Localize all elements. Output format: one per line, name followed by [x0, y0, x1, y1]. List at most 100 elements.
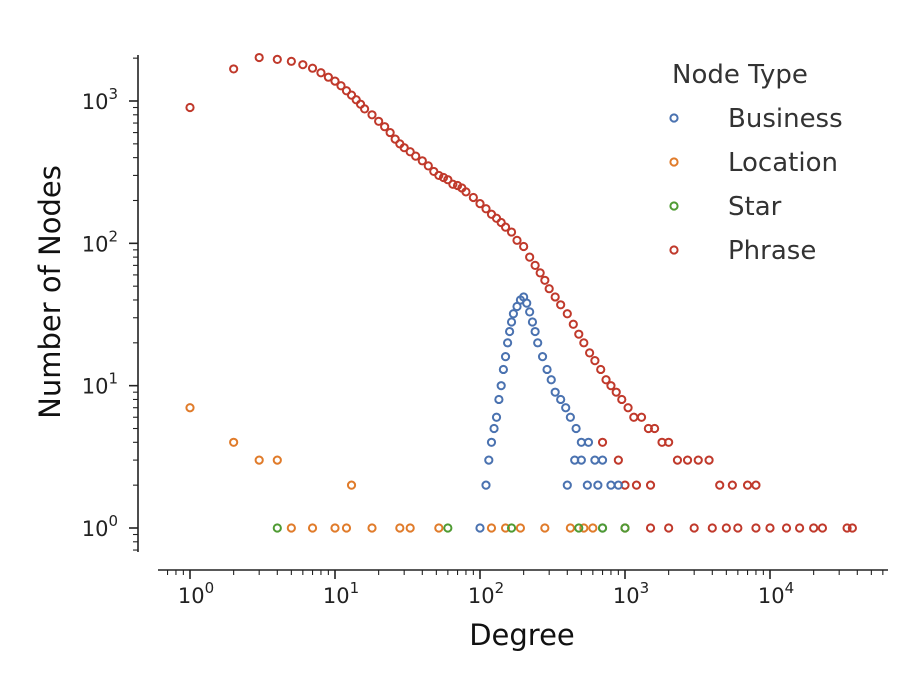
data-point	[272, 523, 282, 533]
legend-title: Node Type	[672, 60, 808, 90]
y-axis-label: Number of Nodes	[33, 165, 67, 419]
data-point	[254, 455, 264, 465]
data-point	[596, 364, 606, 375]
data-point	[390, 134, 400, 144]
data-point	[506, 317, 517, 327]
data-point	[765, 523, 775, 533]
data-point	[707, 523, 717, 533]
x-axis-label: Degree	[469, 618, 575, 652]
data-point	[417, 156, 427, 166]
data-point	[742, 480, 753, 490]
data-point	[272, 455, 282, 465]
data-point	[341, 523, 352, 533]
data-point	[546, 375, 556, 385]
data-point	[405, 147, 415, 157]
data-point	[809, 523, 819, 533]
data-point	[530, 326, 540, 337]
data-point	[544, 284, 554, 294]
data-point	[323, 72, 333, 82]
legend-entry-star: Star	[728, 192, 782, 222]
data-point	[527, 317, 538, 327]
data-point	[682, 455, 693, 465]
data-point	[568, 319, 578, 329]
data-point	[672, 455, 683, 465]
data-point	[502, 338, 513, 348]
data-point	[613, 480, 623, 490]
data-point	[434, 523, 444, 533]
data-point	[484, 455, 494, 465]
legend-marker	[669, 157, 679, 167]
data-point	[500, 523, 511, 533]
data-point	[496, 381, 506, 391]
legend: Node Type Business Location Star Phrase	[669, 60, 843, 266]
data-point	[443, 175, 453, 185]
data-point	[617, 394, 627, 405]
data-point	[481, 204, 491, 214]
data-point	[623, 403, 633, 413]
data-point	[307, 63, 318, 73]
series-star	[272, 523, 630, 533]
data-point	[588, 523, 598, 533]
data-point	[535, 268, 545, 278]
data-point	[434, 170, 444, 181]
data-point	[631, 480, 642, 490]
legend-entry-phrase: Phrase	[728, 236, 816, 266]
y-tick-label: 101	[82, 370, 118, 399]
data-point	[704, 455, 714, 465]
data-point	[286, 523, 296, 533]
data-point	[475, 199, 485, 209]
data-point	[229, 64, 239, 74]
y-tick-label: 103	[82, 85, 118, 114]
data-point	[561, 403, 571, 413]
data-point	[367, 523, 377, 533]
data-point	[847, 523, 857, 533]
data-point	[286, 56, 296, 66]
data-point	[664, 437, 674, 447]
data-point	[645, 523, 656, 533]
data-point	[443, 523, 453, 533]
data-point	[689, 523, 699, 533]
legend-entry-business: Business	[728, 104, 843, 134]
data-point	[399, 143, 409, 153]
data-point	[556, 300, 566, 310]
data-point	[506, 523, 517, 533]
legend-marker	[669, 201, 679, 211]
data-point	[562, 480, 572, 490]
data-point	[574, 329, 584, 339]
data-point	[504, 326, 515, 337]
data-point	[715, 480, 725, 490]
data-point	[367, 110, 377, 120]
x-tick-label: 101	[323, 579, 359, 608]
series-phrase	[185, 52, 857, 533]
data-point	[733, 523, 743, 533]
data-point	[254, 52, 264, 63]
x-tick-label: 103	[613, 579, 649, 608]
data-point	[583, 437, 594, 447]
data-point	[649, 423, 660, 434]
legend-entry-location: Location	[728, 148, 838, 178]
data-point	[185, 102, 195, 113]
data-point	[579, 338, 589, 348]
data-point	[597, 437, 608, 447]
data-point	[613, 455, 623, 465]
data-point	[530, 260, 540, 270]
data-point	[550, 292, 560, 302]
data-point	[601, 375, 611, 385]
y-tick-label: 102	[82, 227, 118, 256]
y-tick-label: 100	[82, 512, 118, 541]
data-point	[307, 523, 318, 533]
data-point	[556, 394, 566, 405]
data-point	[229, 437, 239, 447]
data-point	[468, 192, 478, 203]
data-point	[316, 68, 326, 78]
data-point	[330, 76, 340, 86]
data-point	[611, 387, 621, 397]
x-tick-label: 104	[758, 579, 794, 608]
data-point	[542, 364, 552, 375]
data-point	[525, 252, 535, 262]
data-point	[533, 338, 543, 348]
data-point	[489, 423, 499, 434]
data-point	[500, 352, 511, 362]
